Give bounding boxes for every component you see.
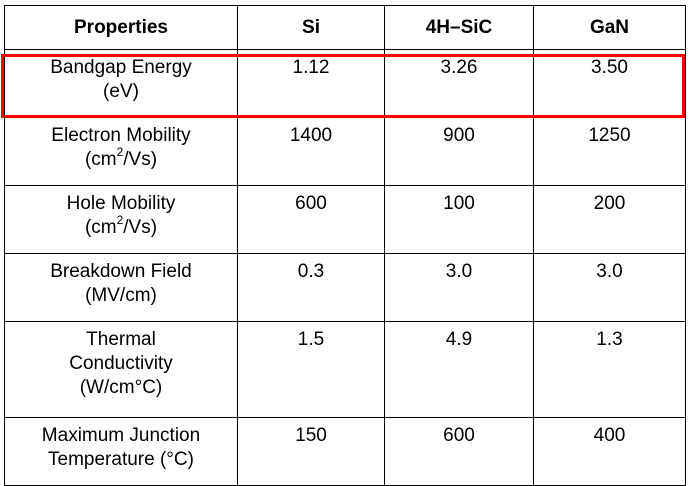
property-cell: Electron Mobility (cm2/Vs): [4, 117, 238, 186]
value-4h-sic: 4.9: [384, 321, 534, 418]
property-unit: (W/cm°C): [79, 377, 163, 398]
value-gan: 3.0: [533, 253, 686, 322]
value-gan: 400: [533, 417, 686, 486]
property-unit: Temperature (°C): [48, 449, 194, 470]
property-cell: Thermal Conductivity (W/cm°C): [4, 321, 238, 418]
value-gan: 3.50: [533, 49, 686, 118]
value-4h-sic: 100: [384, 185, 534, 254]
property-name: Thermal: [86, 329, 156, 350]
value-4h-sic: 3.0: [384, 253, 534, 322]
property-unit: (cm2/Vs): [84, 212, 158, 238]
value-gan: 1.3: [533, 321, 686, 418]
table-row-hole-mobility: Hole Mobility (cm2/Vs) 600 100 200: [4, 185, 686, 254]
property-name: Maximum Junction: [41, 425, 201, 446]
property-name: Electron Mobility: [51, 125, 191, 146]
table-row-breakdown-field: Breakdown Field (MV/cm) 0.3 3.0 3.0: [4, 253, 686, 322]
value-4h-sic: 3.26: [384, 49, 534, 118]
value-si: 1400: [237, 117, 385, 186]
value-si: 1.5: [237, 321, 385, 418]
property-unit: (MV/cm): [85, 285, 157, 306]
value-si: 0.3: [237, 253, 385, 322]
property-name: Hole Mobility: [66, 193, 176, 214]
material-properties-table: Properties Si 4H–SiC GaN Bandgap Energy …: [4, 5, 686, 486]
property-name: Bandgap Energy: [50, 57, 192, 78]
header-si: Si: [237, 5, 385, 50]
value-si: 1.12: [237, 49, 385, 118]
header-4h-sic: 4H–SiC: [384, 5, 534, 50]
value-si: 150: [237, 417, 385, 486]
property-cell: Bandgap Energy (eV): [4, 49, 238, 118]
property-cell: Hole Mobility (cm2/Vs): [4, 185, 238, 254]
value-si: 600: [237, 185, 385, 254]
table-row-thermal-conductivity: Thermal Conductivity (W/cm°C) 1.5 4.9 1.…: [4, 321, 686, 418]
value-gan: 200: [533, 185, 686, 254]
property-name-cont: Conductivity: [69, 353, 173, 374]
property-unit: (cm2/Vs): [84, 144, 158, 170]
value-4h-sic: 600: [384, 417, 534, 486]
table-row-electron-mobility: Electron Mobility (cm2/Vs) 1400 900 1250: [4, 117, 686, 186]
header-gan: GaN: [533, 5, 686, 50]
header-properties: Properties: [4, 5, 238, 50]
value-gan: 1250: [533, 117, 686, 186]
table-row-max-junction-temperature: Maximum Junction Temperature (°C) 150 60…: [4, 417, 686, 486]
property-cell: Breakdown Field (MV/cm): [4, 253, 238, 322]
property-unit: (eV): [103, 81, 139, 102]
table-row-bandgap: Bandgap Energy (eV) 1.12 3.26 3.50: [4, 49, 686, 118]
value-4h-sic: 900: [384, 117, 534, 186]
property-cell: Maximum Junction Temperature (°C): [4, 417, 238, 486]
property-name: Breakdown Field: [50, 261, 192, 282]
header-row: Properties Si 4H–SiC GaN: [4, 5, 686, 50]
